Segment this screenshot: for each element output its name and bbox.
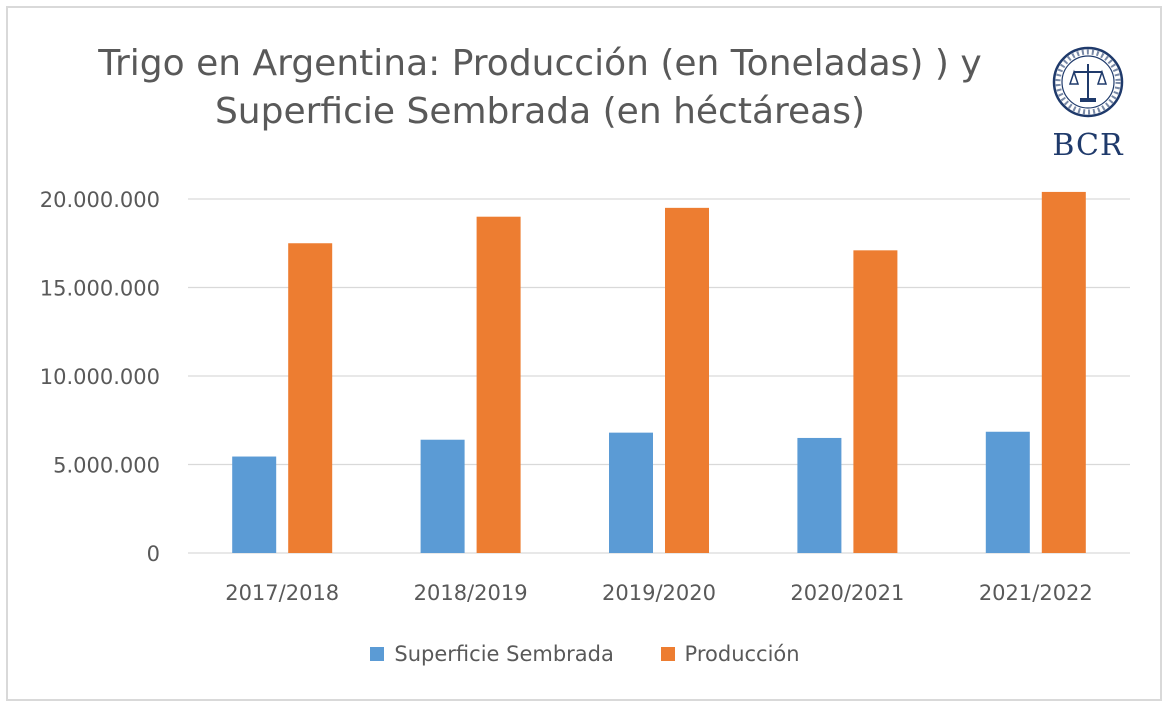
bar-superficie-sembrada bbox=[609, 432, 653, 553]
x-tick-label: 2019/2020 bbox=[602, 581, 716, 605]
x-tick-label: 2018/2019 bbox=[414, 581, 528, 605]
bar-produccion bbox=[476, 216, 521, 553]
bar-produccion bbox=[288, 243, 333, 553]
bars bbox=[232, 191, 1086, 554]
y-tick-label: 0 bbox=[147, 542, 160, 566]
legend-swatch-superficie bbox=[370, 647, 385, 661]
y-tick-label: 15.000.000 bbox=[40, 277, 160, 301]
legend-label-superficie: Superficie Sembrada bbox=[394, 642, 614, 666]
legend: Superficie Sembrada Producción bbox=[0, 642, 1170, 666]
bar-superficie-sembrada bbox=[232, 456, 277, 553]
bar-superficie-sembrada bbox=[420, 439, 465, 553]
y-tick-label: 20.000.000 bbox=[40, 188, 160, 212]
y-axis-ticks: 0 5.000.000 10.000.000 15.000.000 20.000.000 bbox=[40, 188, 160, 566]
bar-produccion bbox=[1041, 191, 1086, 554]
bar-superficie-sembrada bbox=[985, 431, 1030, 553]
x-tick-label: 2021/2022 bbox=[979, 581, 1093, 605]
x-tick-label: 2017/2018 bbox=[225, 581, 339, 605]
gridlines bbox=[188, 198, 1130, 554]
bar-superficie-sembrada bbox=[797, 437, 842, 553]
x-axis-ticks: 2017/2018 2018/2019 2019/2020 2020/2021 2021… bbox=[225, 581, 1093, 605]
bar-produccion bbox=[853, 250, 898, 553]
legend-swatch-produccion bbox=[660, 647, 675, 661]
legend-item-produccion: Producción bbox=[660, 642, 800, 666]
legend-label-produccion: Producción bbox=[684, 642, 800, 666]
chart-title: Trigo en Argentina: Producción (en Tonel… bbox=[60, 40, 1020, 136]
legend-item-superficie: Superficie Sembrada bbox=[370, 642, 614, 666]
chart-frame bbox=[6, 6, 1162, 701]
chart-title-line-1: Trigo en Argentina: Producción (en Tonel… bbox=[98, 43, 982, 84]
bcr-logo-text: BCR bbox=[1052, 128, 1124, 163]
bcr-logo: BCR bbox=[1040, 40, 1136, 168]
bar-produccion bbox=[665, 207, 709, 553]
x-tick-label: 2020/2021 bbox=[790, 581, 904, 605]
y-tick-label: 10.000.000 bbox=[40, 365, 160, 389]
bcr-seal-icon bbox=[1052, 46, 1124, 118]
chart-title-line-2: Superficie Sembrada (en héctáreas) bbox=[214, 91, 866, 132]
y-tick-label: 5.000.000 bbox=[53, 454, 160, 478]
